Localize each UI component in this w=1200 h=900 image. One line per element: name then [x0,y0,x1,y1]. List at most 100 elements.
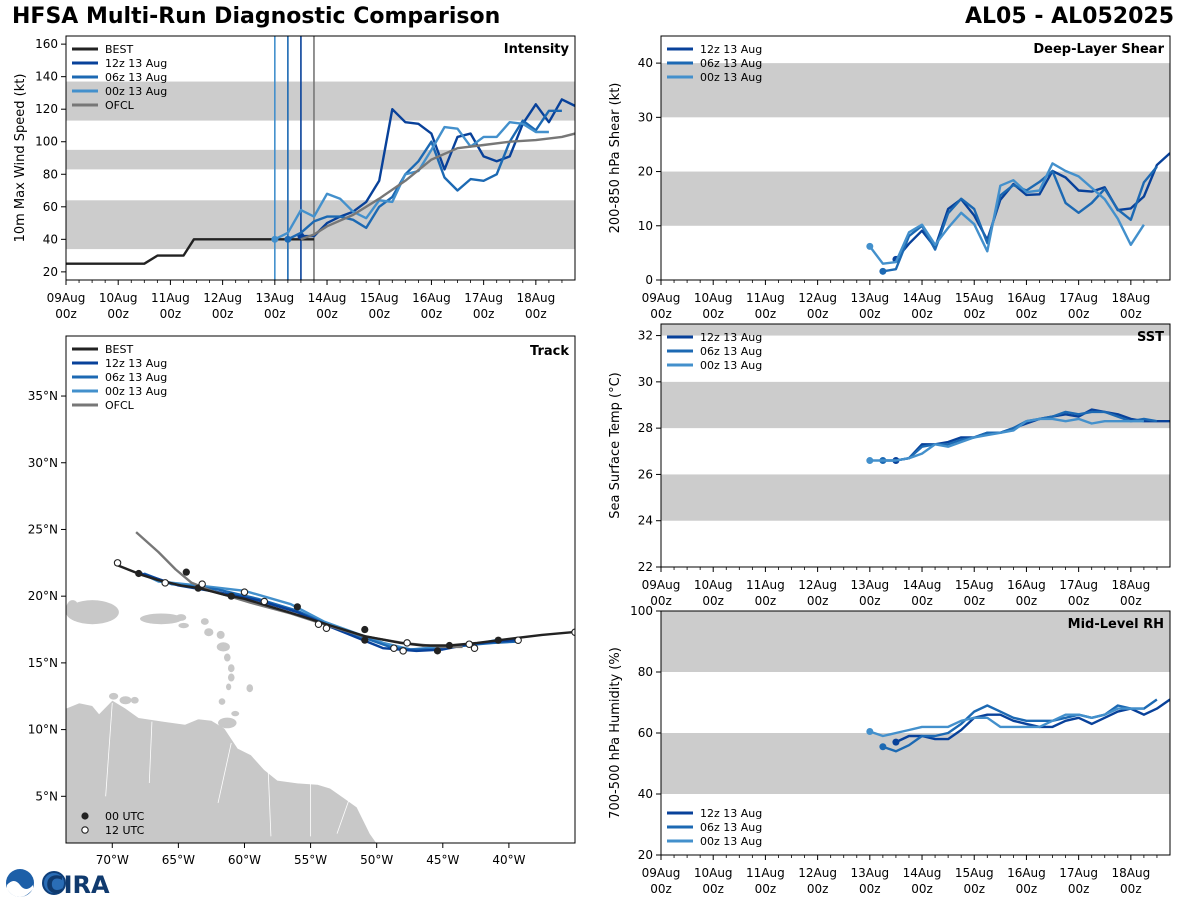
x-tick-label-line: 10Aug [694,866,733,880]
x-tick-label: 16Aug 00z [1007,866,1046,896]
x-tick-label-line: 09Aug [642,578,681,592]
y-tick-label: 100 [35,135,58,149]
track-point-00utc [361,625,369,634]
x-tick-label-line: 00z [1120,594,1142,608]
legend-label-12z-13-aug: 12z 13 Aug [700,43,762,56]
country-border [267,772,272,837]
y-tick-label: 120 [35,102,58,116]
series-line-12z-13-aug [300,98,575,238]
plot-frame [660,610,1171,856]
x-tick-label-line: 18Aug [1111,866,1150,880]
x-tick-label-line: 15Aug [955,291,994,305]
y-tick-label: 30°N [28,456,58,470]
x-tick-label-line: 12Aug [798,578,837,592]
track-point-12utc [399,647,407,655]
island [119,696,132,705]
x-tick-label: 11Aug 00z [746,291,785,321]
plot-area [661,63,1170,275]
x-tick-label-line: 00z [755,594,777,608]
legend-label-00z-13-aug: 00z 13 Aug [700,71,762,84]
noaa-wave-icon [7,881,33,897]
legend-label-12z-13-aug: 12z 13 Aug [105,57,167,70]
x-tick-label: 15Aug 00z [955,291,994,321]
x-tick-label-line: 00z [1068,882,1090,896]
y-tick-label: 32 [638,329,653,343]
x-tick-label: 55°W [294,853,327,867]
x-tick-label-line: 00z [473,307,495,321]
x-tick-label-line: 11Aug [151,291,190,305]
series-start-point [866,727,874,735]
y-tick-label: 40 [638,787,653,801]
x-tick-label: 09Aug 00z [642,291,681,321]
x-tick-label: 10Aug 00z [694,578,733,608]
plot-frame [65,335,576,844]
x-tick-label: 10Aug 00z [694,291,733,321]
island [66,600,119,625]
series-line-ofcl [300,132,575,241]
x-tick-label-line: 00z [807,882,829,896]
series-start-point [866,242,874,250]
chart-title: Intensity [504,42,570,57]
y-tick-label: 140 [35,70,58,84]
island [225,683,232,691]
x-tick-label-line: 14Aug [903,291,942,305]
chart-track: 70°W 65°W 60°W 55°W 50°W 45°W 40°W 5°N 10°N 15°N 2… [28,335,576,867]
track-point-12utc [161,579,169,587]
x-tick-label-line: 14Aug [903,578,942,592]
series-start-point [879,267,887,275]
land-south-america [66,699,378,843]
x-tick-label: 17Aug 00z [464,291,503,321]
y-axis-label: Sea Surface Temp (°C) [608,372,623,519]
x-tick-label-line: 15Aug [955,866,994,880]
series-line-00z-13-aug [274,120,549,241]
x-tick-label: 18Aug 00z [1111,578,1150,608]
track-line-best [114,563,573,647]
y-tick-label: 20 [638,848,653,862]
x-tick-label-line: 00z [755,307,777,321]
legend-label-06z-13-aug: 06z 13 Aug [700,821,762,834]
y-tick-label: 24 [638,514,653,528]
threshold-band [661,324,1170,336]
x-tick-label-line: 00z [421,307,443,321]
x-tick-label-line: 15Aug [955,578,994,592]
x-tick-label-line: 18Aug [516,291,555,305]
track-point-12utc [113,559,122,567]
x-tick-label: 17Aug 00z [1059,578,1098,608]
legend-label-best: BEST [105,343,133,356]
x-tick-label: 13Aug 00z [850,291,889,321]
x-tick-label-line: 00z [755,882,777,896]
x-tick-label: 16Aug 00z [1007,578,1046,608]
track-point-12utc [314,620,323,628]
y-tick-label: 30 [638,110,653,124]
island [223,653,231,662]
legend-label-best: BEST [105,43,133,56]
x-tick-label: 12Aug 00z [798,866,837,896]
x-tick-label-line: 16Aug [1007,578,1046,592]
chart-title: SST [1137,330,1164,345]
y-tick-label: 35°N [28,389,58,403]
x-tick-label-line: 00z [859,594,881,608]
x-tick-label-line: 00z [807,307,829,321]
x-tick-label: 40°W [492,853,525,867]
legend-label-00z-13-aug: 00z 13 Aug [700,359,762,372]
country-border [217,742,232,804]
track-point-00utc [494,636,502,644]
plot-frame [660,323,1171,568]
track-point-12utc [260,597,269,606]
x-tick-label-line: 10Aug [694,291,733,305]
island [246,684,254,693]
series-line-06z-13-aug [882,698,1158,753]
legend-label-12z-13-aug: 12z 13 Aug [700,331,762,344]
legend-label-00z-13-aug: 00z 13 Aug [105,85,167,98]
legend-marker-00utc [81,812,89,820]
x-tick-label: 12Aug 00z [798,291,837,321]
legend-label-12z-13-aug: 12z 13 Aug [105,357,167,370]
x-tick-label-line: 00z [650,594,672,608]
x-tick-label-line: 14Aug [903,866,942,880]
x-tick-label: 65°W [162,853,195,867]
plot-area [661,324,1170,521]
x-tick-label: 18Aug 00z [516,291,555,321]
y-tick-label: 60 [43,200,58,214]
x-tick-label-line: 16Aug [1007,291,1046,305]
x-tick-label: 16Aug 00z [1007,291,1046,321]
